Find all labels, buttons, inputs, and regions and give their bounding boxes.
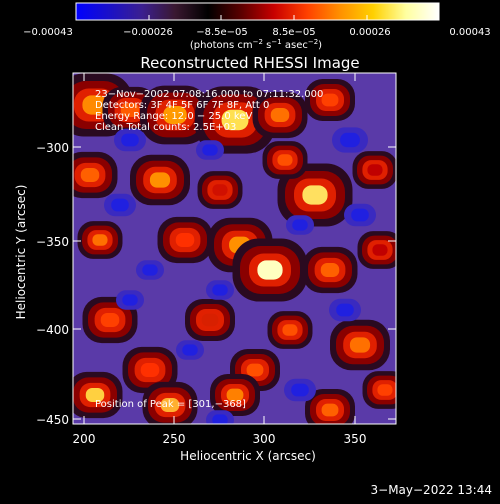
image-blob-core	[163, 106, 187, 124]
image-blob-core	[377, 384, 393, 396]
axis-ticks	[73, 73, 396, 424]
info-line: Clean Total counts: 2.5E+03	[95, 122, 236, 133]
colorbar-tick-label: 8.5e−05	[272, 27, 315, 38]
x-axis-label: Heliocentric X (arcsec)	[180, 449, 316, 463]
image-blob-core	[302, 185, 328, 205]
colorbar-tick-label: −0.00043	[23, 27, 73, 38]
colorbar-unit-label: (photons cm−2 s−1 asec−2)	[190, 38, 322, 51]
image-low-core	[111, 198, 129, 212]
image-blob-core	[175, 232, 195, 248]
x-tick-label: 300	[253, 432, 276, 446]
image-blob-core	[120, 102, 140, 118]
image-blob-core	[85, 387, 105, 403]
image-blob-core	[100, 312, 120, 328]
image-blob-core	[221, 109, 249, 131]
y-axis-label: Heliocentric Y (arcsec)	[14, 185, 28, 320]
image-blob-core	[320, 262, 340, 278]
image-blob-core	[160, 397, 180, 413]
image-low-core	[336, 303, 354, 317]
footer-date: 3−May−2022 13:44	[371, 483, 493, 497]
image-blob-core	[321, 93, 339, 107]
intensity-blobs	[73, 73, 396, 424]
x-tick-labels: 200 250 300 350	[73, 432, 367, 446]
image-blob-core	[92, 234, 108, 246]
colorbar-ticks	[75, 15, 440, 20]
image-blob-core	[82, 95, 108, 115]
image-blob-core	[140, 362, 160, 378]
observation-info: 23−Nov−2002 07:08:16.000 to 07:11:32.000…	[95, 89, 323, 133]
colorbar-tick-label: 0.00026	[349, 27, 390, 38]
image-blob-core	[282, 324, 298, 336]
colorbar-tick-label: 0.00043	[449, 27, 490, 38]
peak-position: Position of Peak = [301,−368]	[95, 399, 246, 410]
info-line: Energy Range: 12.0 − 25.0 keV	[95, 111, 252, 122]
image-blob-core	[257, 260, 283, 280]
image-low-core	[122, 294, 138, 306]
image-blob-core	[212, 184, 228, 196]
plot-title: Reconstructed RHESSI Image	[140, 54, 359, 72]
colorbar-tick-label: −0.00026	[123, 27, 173, 38]
image-blob-core	[367, 164, 383, 176]
image-low-core	[202, 144, 218, 156]
image-low-core	[212, 414, 228, 424]
image-low-core	[351, 208, 369, 222]
info-line: 23−Nov−2002 07:08:16.000 to 07:11:32.000	[95, 89, 323, 100]
plot-frame	[72, 72, 397, 425]
colorbar-tick-label: −8.5e−05	[196, 27, 248, 38]
image-low-core	[291, 383, 309, 397]
colorbar-tick-labels: −0.00043 −0.00026 −8.5e−05 8.5e−05 0.000…	[23, 27, 491, 38]
x-tick-label: 200	[73, 432, 96, 446]
image-blob-core	[372, 244, 388, 256]
y-tick-labels: −300 −350 −400 −450	[36, 141, 69, 427]
image-blob-core	[321, 403, 339, 417]
y-tick-label: −300	[36, 141, 69, 155]
image-low-core	[182, 344, 198, 356]
info-line: Detectors: 3F 4F 5F 6F 7F 8F, Att 0	[95, 100, 269, 111]
y-tick-label: −400	[36, 323, 69, 337]
x-tick-label: 350	[344, 432, 367, 446]
image-low-core	[121, 133, 139, 147]
image-low-core	[142, 264, 158, 276]
image-blob-core	[277, 154, 293, 166]
image-blob-core	[246, 363, 264, 377]
image-blob-core	[149, 172, 171, 188]
y-tick-label: −350	[36, 235, 69, 249]
y-tick-label: −450	[36, 413, 69, 427]
image-blob-core	[201, 313, 219, 327]
colorbar	[75, 2, 440, 21]
x-tick-label: 250	[163, 432, 186, 446]
rhessi-image	[73, 73, 396, 424]
image-low-core	[292, 219, 308, 231]
image-low-core	[340, 132, 360, 148]
image-blob-core	[349, 337, 371, 353]
image-low-core	[212, 284, 228, 296]
image-blob-core	[270, 107, 290, 123]
image-blob-core	[80, 167, 100, 183]
image-blob-core	[226, 388, 244, 402]
